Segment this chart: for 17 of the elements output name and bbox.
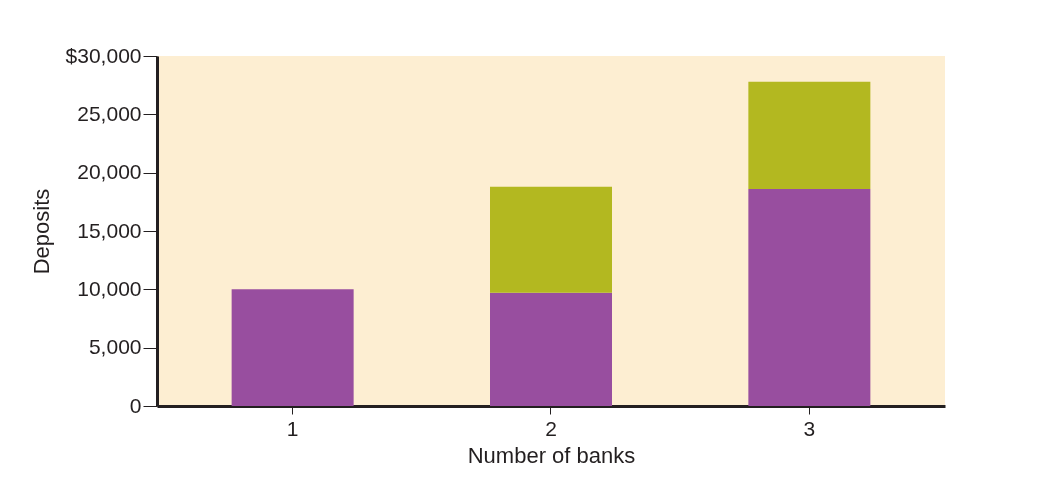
y-tick-label: 25,000	[77, 101, 142, 125]
y-axis-title: Deposits	[28, 188, 54, 275]
y-tick-label: 15,000	[77, 218, 142, 242]
x-tick-label: 1	[286, 416, 299, 440]
y-tick-label: 20,000	[77, 160, 142, 184]
x-tick-label: 2	[545, 416, 557, 440]
bar	[231, 289, 354, 406]
x-axis-title: Number of banks	[467, 442, 636, 468]
y-tick-label: 0	[129, 393, 142, 417]
bar	[748, 189, 871, 406]
y-tick-label: 10,000	[77, 276, 142, 300]
bar	[748, 81, 871, 189]
bar	[490, 292, 612, 406]
x-tick-label: 3	[803, 416, 816, 440]
y-tick-label: $30,000	[65, 43, 142, 67]
bar	[490, 186, 612, 293]
y-tick-label: 5,000	[88, 335, 142, 359]
